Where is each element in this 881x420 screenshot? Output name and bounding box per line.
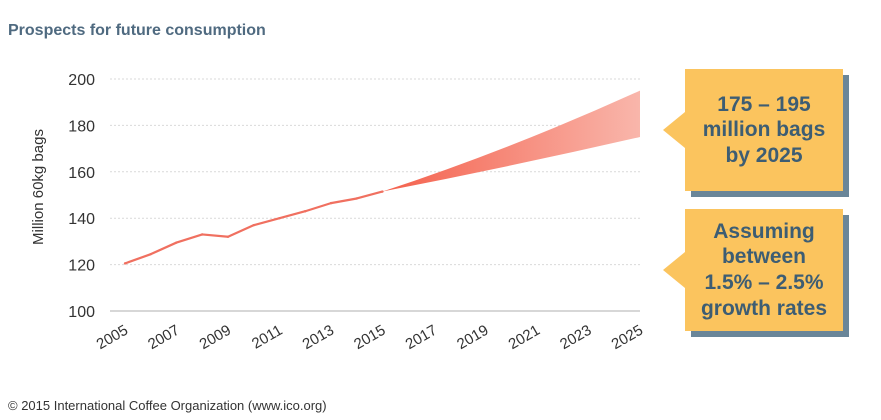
data-point — [123, 262, 127, 265]
y-tick-label: 100 — [68, 304, 95, 321]
callout-line: between — [721, 245, 807, 269]
assumption-callout: Assuming between 1.5% – 2.5% growth rate… — [663, 209, 849, 337]
callout-line: growth rates — [700, 296, 828, 320]
data-point — [226, 235, 230, 238]
y-tick-label: 200 — [68, 72, 95, 89]
callout-box: 175 – 195 million bags by 2025 — [685, 69, 843, 191]
y-tick-label: 180 — [68, 118, 95, 135]
callout-pointer — [663, 112, 685, 148]
callout-pointer — [663, 252, 685, 288]
data-point — [381, 190, 384, 193]
callout-line: 175 – 195 — [717, 92, 811, 116]
y-tick-label: 120 — [68, 258, 95, 275]
y-tick-label: 160 — [68, 165, 95, 182]
x-tick-label: 2005 — [94, 322, 131, 353]
y-tick-label: 140 — [68, 211, 95, 228]
data-point — [252, 223, 255, 227]
copyright-footer: © 2015 International Coffee Organization… — [8, 398, 327, 413]
callout-box: Assuming between 1.5% – 2.5% growth rate… — [685, 209, 843, 331]
x-tick-label: 2023 — [557, 322, 594, 353]
callout-line: 1.5% – 2.5% — [704, 271, 824, 294]
x-tick-label: 2013 — [300, 322, 337, 353]
callout-line: by 2025 — [725, 143, 803, 167]
data-point — [355, 197, 358, 200]
x-tick-label: 2025 — [609, 322, 646, 353]
projection-callout: 175 – 195 million bags by 2025 — [663, 69, 849, 197]
data-point — [304, 210, 307, 213]
x-tick-label: 2007 — [145, 322, 182, 353]
data-point — [278, 217, 281, 220]
data-point — [149, 252, 152, 256]
x-tick-label: 2019 — [454, 322, 491, 353]
x-tick-label: 2009 — [197, 322, 234, 353]
x-tick-label: 2011 — [249, 322, 285, 353]
y-axis-label: Million 60kg bags — [30, 129, 47, 245]
callout-line: million bags — [702, 118, 826, 142]
data-point — [201, 233, 204, 236]
data-point — [329, 201, 333, 205]
page-title: Prospects for future consumption — [8, 22, 266, 39]
data-point — [175, 241, 178, 244]
x-tick-label: 2017 — [403, 322, 440, 353]
historical-consumption-line — [124, 190, 383, 265]
callout-line: Assuming — [713, 219, 815, 243]
projection-band — [382, 90, 640, 192]
x-tick-label: 2021 — [506, 322, 543, 353]
x-tick-label: 2015 — [351, 322, 388, 353]
consumption-chart: 100 120 140 160 180 200 2005 2007 2009 2011 2013 20… — [30, 72, 646, 353]
